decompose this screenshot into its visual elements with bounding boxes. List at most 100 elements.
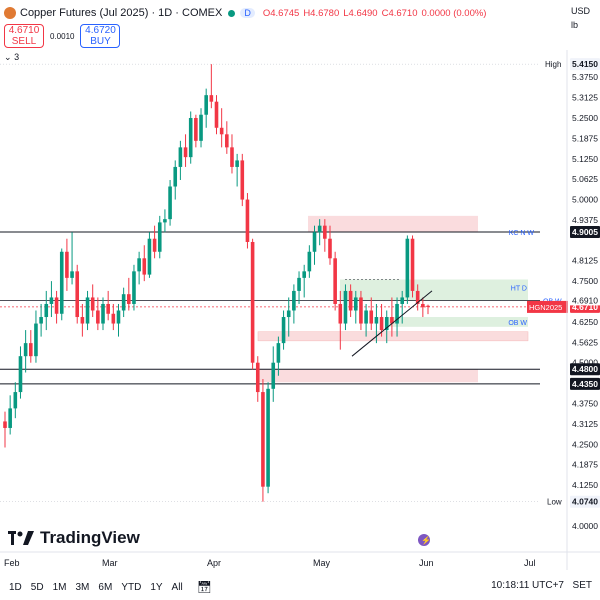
candle-body	[137, 258, 141, 272]
low-price-label-bg	[570, 495, 600, 508]
y-tick-label: 4.0000	[572, 521, 598, 531]
buy-label: BUY	[90, 36, 111, 47]
y-tick-label: 4.3750	[572, 398, 598, 408]
candle-body	[101, 303, 105, 324]
candle-body	[271, 362, 276, 389]
axis-unit-panel[interactable]: USD lb	[571, 6, 590, 34]
demand-zone-mid	[257, 331, 529, 342]
level-price-label-bg	[570, 377, 600, 390]
current-symbol-tag: HGN2025	[529, 303, 562, 312]
candle-body	[250, 241, 255, 363]
candle-body	[49, 297, 54, 304]
candle-body	[28, 343, 33, 357]
candle-body	[59, 251, 64, 314]
candle-body	[281, 317, 286, 344]
range-3m[interactable]: 3M	[75, 581, 90, 593]
calendar-icon[interactable]: 📅︎	[196, 580, 212, 594]
candle-body	[328, 238, 332, 259]
range-5d[interactable]: 5D	[30, 581, 44, 593]
current-symbol-tag-bg	[527, 300, 568, 313]
trade-row: 4.6710 SELL 0.0010 4.6720 BUY	[4, 24, 121, 48]
event-icon[interactable]	[418, 534, 430, 546]
range-ytd[interactable]: YTD	[121, 581, 142, 593]
y-tick-label: 4.7500	[572, 276, 598, 286]
candle-body	[163, 219, 167, 223]
y-tick-label: 5.3125	[572, 93, 598, 103]
candle-body	[364, 310, 368, 324]
candle-body	[343, 290, 348, 324]
ascending-trendline	[351, 290, 433, 357]
level-price-label: 4.4800	[572, 364, 598, 374]
x-tick-label: May	[313, 558, 331, 568]
y-tick-label: 4.8125	[572, 256, 598, 266]
candle-body	[147, 238, 152, 275]
candle-body	[96, 310, 100, 324]
y-tick-label: 5.0625	[572, 174, 598, 184]
candle-body	[65, 251, 69, 278]
candle-body	[333, 258, 337, 304]
candle-body	[230, 147, 234, 167]
range-all[interactable]: All	[171, 581, 183, 593]
close-value: C4.6710	[381, 7, 418, 19]
candle-body	[266, 388, 270, 487]
candle-body	[421, 303, 425, 308]
ohlc-values: O4.6745 H4.6780 L4.6490 C4.6710 0.0000 (0.00…	[263, 8, 491, 19]
candle-body	[39, 317, 43, 324]
supply-zone-upper	[308, 215, 478, 233]
candle-body	[302, 271, 306, 278]
range-1y[interactable]: 1Y	[150, 581, 163, 593]
footer-toolbar: 1D 5D 1M 3M 6M YTD 1Y All 📅︎ 10:18:11 UT…	[0, 574, 600, 600]
y-tick-label: 5.2500	[572, 113, 598, 123]
candle-body	[132, 271, 136, 304]
buy-price: 4.6720	[85, 25, 116, 36]
candle-body	[152, 238, 157, 252]
data-badge: D	[240, 8, 255, 18]
unit-label[interactable]: lb	[570, 20, 578, 30]
x-tick-label: Feb	[4, 558, 20, 568]
symbol-title-row[interactable]: Copper Futures (Jul 2025) · 1D · COMEX D…	[4, 5, 490, 21]
indicator-collapse-button[interactable]: ⌄ 3	[4, 52, 19, 63]
x-tick-label: Apr	[207, 558, 221, 568]
candle-body	[121, 294, 126, 311]
x-tick-label: Jun	[419, 558, 434, 568]
candle-body	[142, 258, 147, 275]
ob-w-label: OB W	[508, 320, 527, 327]
clock-readout[interactable]: 10:18:11 UTC+7	[491, 580, 564, 591]
candle-body	[209, 95, 214, 102]
candle-body	[415, 290, 420, 304]
candle-body	[127, 294, 131, 304]
buy-button[interactable]: 4.6720 BUY	[80, 24, 121, 48]
low-label: Low	[547, 498, 562, 507]
candle-body	[34, 323, 38, 357]
settings-label[interactable]: SET	[572, 580, 592, 591]
current-price-label: 4.6710	[572, 302, 598, 312]
y-tick-label: 5.0000	[572, 195, 598, 205]
candle-body	[276, 343, 281, 363]
candle-body	[3, 421, 7, 428]
candle-body	[426, 305, 430, 307]
range-1m[interactable]: 1M	[52, 581, 67, 593]
level-price-label: 4.9005	[572, 227, 598, 237]
range-6m[interactable]: 6M	[98, 581, 113, 593]
sell-button[interactable]: 4.6710 SELL	[4, 24, 44, 48]
chart-header: Copper Futures (Jul 2025) · 1D · COMEX D…	[0, 0, 600, 64]
chevron-down-icon: ⌄	[4, 52, 12, 62]
high-price-label-bg	[570, 58, 600, 71]
y-tick-label: 4.5000	[572, 358, 598, 368]
symbol-title[interactable]: Copper Futures (Jul 2025) · 1D · COMEX	[20, 7, 223, 19]
candle-body	[245, 199, 250, 242]
price-chart[interactable]: KC N WHT DOB WOB WFebMarAprMayJunJul5.37…	[0, 50, 600, 570]
candle-body	[390, 317, 394, 324]
tradingview-logo: TradingView	[8, 528, 140, 548]
candle-body	[194, 117, 198, 141]
currency-label[interactable]: USD	[570, 6, 590, 16]
x-tick-label: Jul	[524, 558, 536, 568]
candle-body	[188, 117, 193, 158]
range-1d[interactable]: 1D	[9, 581, 22, 593]
candle-body	[312, 232, 317, 252]
candle-body	[80, 317, 85, 324]
market-open-icon	[228, 9, 236, 17]
indicator-count: 3	[14, 52, 20, 62]
ob-w-zone	[388, 317, 528, 327]
open-value: O4.6745	[262, 7, 300, 19]
